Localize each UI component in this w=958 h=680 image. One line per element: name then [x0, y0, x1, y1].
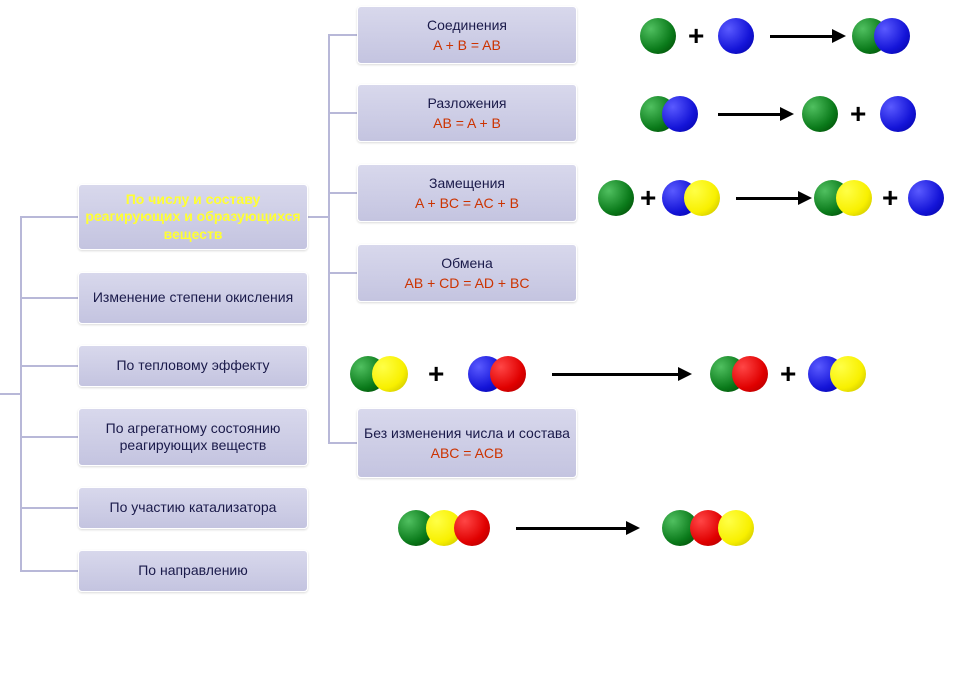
- mid-hconn-m4: [328, 272, 357, 274]
- mid-node-formula: A + BC = AC + B: [415, 195, 519, 211]
- atom-ball-yellow: [830, 356, 866, 392]
- mid-hconn-m2: [328, 112, 357, 114]
- mid-spine: [328, 35, 330, 443]
- atom-ball-blue: [880, 96, 916, 132]
- left-hconn-n3: [20, 365, 78, 367]
- left-hconn-n2: [20, 297, 78, 299]
- atom-ball-yellow: [684, 180, 720, 216]
- root-hstub: [0, 393, 20, 395]
- mid-node-title: Обмена: [441, 255, 493, 273]
- mid-node-formula: ABC = ACB: [431, 445, 504, 461]
- arrow-line: [770, 35, 832, 38]
- mid-hconn-m3: [328, 192, 357, 194]
- left-hconn-n1: [20, 216, 78, 218]
- left-node-n5: По участию катализатора: [78, 487, 308, 529]
- atom-ball-green: [598, 180, 634, 216]
- left-hconn-n4: [20, 436, 78, 438]
- mid-node-m5: Без изменения числа и состава ABC = ACB: [357, 408, 577, 478]
- mid-node-m4: Обмена AB + CD = AD + BC: [357, 244, 577, 302]
- left-node-n6: По направлению: [78, 550, 308, 592]
- arrow-line: [552, 373, 678, 376]
- atom-ball-green: [640, 18, 676, 54]
- plus-sign: +: [688, 22, 704, 50]
- mid-node-m2: Разложения AB = A + B: [357, 84, 577, 142]
- left-hconn-n5: [20, 507, 78, 509]
- plus-sign: +: [882, 184, 898, 212]
- atom-ball-blue: [718, 18, 754, 54]
- atom-ball-green: [802, 96, 838, 132]
- plus-sign: +: [428, 360, 444, 388]
- arrow-line: [718, 113, 780, 116]
- mid-node-title: Замещения: [429, 175, 505, 193]
- left-node-n1: По числу и составу реагирующих и образую…: [78, 184, 308, 250]
- mid-node-m3: Замещения A + BC = AC + B: [357, 164, 577, 222]
- left-node-title: По числу и составу реагирующих и образую…: [85, 191, 301, 244]
- mid-node-formula: AB = A + B: [433, 115, 501, 131]
- mid-node-formula: A + B = AB: [433, 37, 501, 53]
- arrow-line: [516, 527, 626, 530]
- atom-ball-red: [490, 356, 526, 392]
- arrow-head-icon: [798, 191, 812, 205]
- left-node-title: По участию катализатора: [110, 499, 277, 517]
- left-node-n2: Изменение степени окисления: [78, 272, 308, 324]
- arrow-head-icon: [626, 521, 640, 535]
- mid-node-title: Разложения: [427, 95, 506, 113]
- left-node-title: По тепловому эффекту: [116, 357, 269, 375]
- mid-node-m1: Соединения A + B = AB: [357, 6, 577, 64]
- mid-hconn-m1: [328, 34, 357, 36]
- arrow-head-icon: [780, 107, 794, 121]
- atom-ball-yellow: [836, 180, 872, 216]
- arrow-head-icon: [832, 29, 846, 43]
- atom-ball-yellow: [718, 510, 754, 546]
- left-node-n4: По агрегатному состоянию реагирующих вещ…: [78, 408, 308, 466]
- plus-sign: +: [640, 184, 656, 212]
- mid-hconn-m5: [328, 442, 357, 444]
- mid-node-formula: AB + CD = AD + BC: [405, 275, 530, 291]
- mid-node-title: Без изменения числа и состава: [364, 425, 570, 443]
- arrow-head-icon: [678, 367, 692, 381]
- atom-ball-yellow: [372, 356, 408, 392]
- atom-ball-red: [732, 356, 768, 392]
- left-hconn-n6: [20, 570, 78, 572]
- left-node-title: Изменение степени окисления: [93, 289, 293, 307]
- plus-sign: +: [780, 360, 796, 388]
- atom-ball-blue: [874, 18, 910, 54]
- plus-sign: +: [850, 100, 866, 128]
- mid-root-h: [308, 216, 328, 218]
- left-node-title: По направлению: [138, 562, 248, 580]
- atom-ball-blue: [662, 96, 698, 132]
- left-node-title: По агрегатному состоянию реагирующих вещ…: [85, 420, 301, 455]
- mid-node-title: Соединения: [427, 17, 507, 35]
- atom-ball-red: [454, 510, 490, 546]
- left-node-n3: По тепловому эффекту: [78, 345, 308, 387]
- left-spine: [20, 217, 22, 571]
- arrow-line: [736, 197, 798, 200]
- atom-ball-blue: [908, 180, 944, 216]
